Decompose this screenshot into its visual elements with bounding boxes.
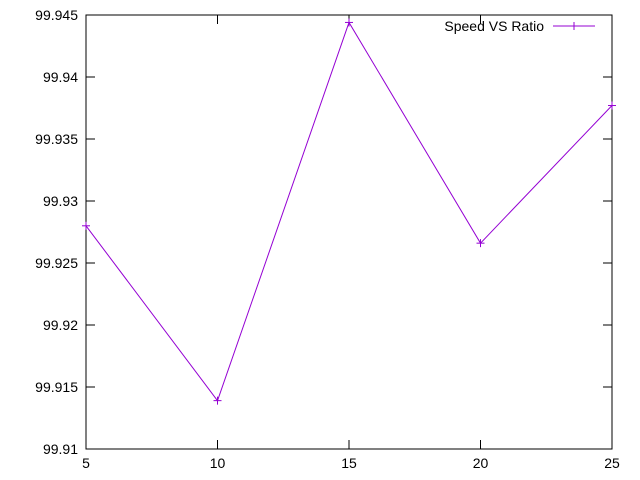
y-tick-label: 99.92 xyxy=(43,317,78,333)
data-point xyxy=(476,239,485,248)
y-tick-label: 99.91 xyxy=(43,441,78,457)
x-tick-label: 15 xyxy=(341,455,357,471)
x-tick-label: 10 xyxy=(210,455,226,471)
x-axis-ticks: 5 10 15 20 25 xyxy=(82,15,620,471)
legend-label: Speed VS Ratio xyxy=(444,18,544,34)
y-axis-ticks: 99.91 99.915 99.92 99.925 99.93 99.935 99.94 99… xyxy=(35,7,612,457)
legend: Speed VS Ratio xyxy=(444,18,595,34)
series-layer xyxy=(82,18,616,405)
y-tick-label: 99.925 xyxy=(35,255,78,271)
data-point xyxy=(345,18,353,27)
y-tick-label: 99.93 xyxy=(43,193,78,209)
y-tick-label: 99.935 xyxy=(35,131,78,147)
x-tick-label: 20 xyxy=(473,455,489,471)
x-tick-label: 25 xyxy=(604,455,620,471)
series-line xyxy=(85,21,613,402)
plot-frame xyxy=(85,14,613,450)
data-point xyxy=(82,221,90,230)
legend-marker xyxy=(570,22,578,30)
data-point xyxy=(213,396,222,405)
y-tick-label: 99.945 xyxy=(35,7,78,23)
y-tick-label: 99.915 xyxy=(35,379,78,395)
y-tick-label: 99.94 xyxy=(43,69,78,85)
x-tick-label: 5 xyxy=(82,455,90,471)
data-point xyxy=(608,101,616,110)
